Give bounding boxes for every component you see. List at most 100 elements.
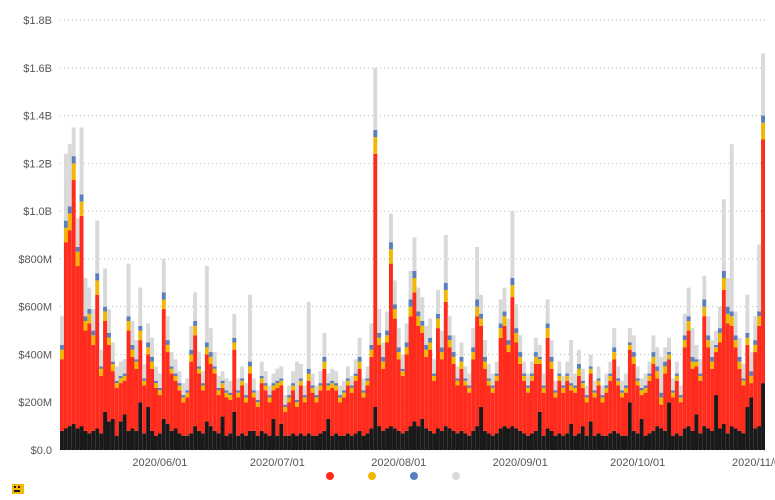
bar-segment bbox=[138, 340, 142, 402]
bar-segment bbox=[154, 436, 158, 450]
bar-segment bbox=[197, 374, 201, 431]
bar-segment bbox=[283, 436, 287, 450]
bar-segment bbox=[514, 304, 518, 328]
bar-segment bbox=[460, 431, 464, 450]
bar-segment bbox=[322, 431, 326, 450]
bar-segment bbox=[91, 345, 95, 431]
bar-segment bbox=[534, 364, 538, 431]
bar-segment bbox=[225, 436, 229, 450]
bar-segment bbox=[722, 199, 726, 271]
bar-segment bbox=[522, 362, 526, 374]
y-axis-label: $800M bbox=[18, 254, 52, 266]
bar-segment bbox=[695, 414, 699, 450]
bar-segment bbox=[283, 412, 287, 436]
bar-segment bbox=[385, 343, 389, 429]
bar-segment bbox=[604, 388, 608, 393]
bar-segment bbox=[103, 412, 107, 450]
bar-segment bbox=[150, 431, 154, 450]
bar-segment bbox=[456, 378, 460, 380]
bar-segment bbox=[648, 376, 652, 381]
bar-segment bbox=[471, 359, 475, 431]
bar-segment bbox=[542, 393, 546, 436]
bar-segment bbox=[432, 376, 436, 381]
bar-segment bbox=[193, 335, 197, 426]
bar-segment bbox=[162, 309, 166, 419]
bar-segment bbox=[197, 369, 201, 374]
bar-segment bbox=[581, 426, 585, 450]
bar-segment bbox=[307, 433, 311, 450]
bar-segment bbox=[354, 381, 358, 434]
bar-segment bbox=[526, 388, 530, 393]
bar-segment bbox=[569, 383, 573, 385]
bar-segment bbox=[675, 381, 679, 434]
bar-segment bbox=[542, 388, 546, 393]
bar-segment bbox=[256, 436, 260, 450]
bar-segment bbox=[127, 331, 131, 431]
bar-segment bbox=[64, 228, 68, 242]
bar-segment bbox=[749, 383, 753, 397]
bar-segment bbox=[373, 407, 377, 450]
bar-segment bbox=[268, 386, 272, 396]
bar-segment bbox=[514, 328, 518, 333]
bar-segment bbox=[620, 393, 624, 398]
bar-segment bbox=[248, 295, 252, 362]
bar-segment bbox=[72, 180, 76, 424]
bar-segment bbox=[608, 374, 612, 376]
bar-segment bbox=[385, 311, 389, 330]
bar-segment bbox=[432, 374, 436, 376]
bar-segment bbox=[463, 366, 467, 378]
bar-segment bbox=[127, 431, 131, 450]
bar-segment bbox=[663, 347, 667, 361]
bar-segment bbox=[181, 383, 185, 395]
bar-segment bbox=[228, 433, 232, 450]
bar-segment bbox=[460, 369, 464, 431]
bar-segment bbox=[95, 273, 99, 280]
bar-segment bbox=[510, 297, 514, 426]
bar-segment bbox=[131, 345, 135, 350]
bar-segment bbox=[702, 426, 706, 450]
bar-segment bbox=[87, 323, 91, 433]
bar-segment bbox=[428, 350, 432, 431]
bar-segment bbox=[178, 390, 182, 433]
bar-segment bbox=[593, 390, 597, 392]
bar-segment bbox=[550, 369, 554, 431]
bar-segment bbox=[80, 128, 84, 195]
bar-segment bbox=[679, 436, 683, 450]
bar-segment bbox=[565, 381, 569, 434]
bar-segment bbox=[377, 338, 381, 345]
bar-segment bbox=[303, 402, 307, 435]
bar-segment bbox=[123, 359, 127, 373]
bar-segment bbox=[111, 371, 115, 419]
bar-segment bbox=[636, 366, 640, 378]
bar-segment bbox=[679, 402, 683, 435]
bar-segment bbox=[127, 316, 131, 321]
bar-segment bbox=[526, 386, 530, 388]
bar-segment bbox=[667, 338, 671, 352]
bar-segment bbox=[397, 347, 401, 352]
bar-segment bbox=[734, 311, 738, 335]
bar-segment bbox=[240, 366, 244, 378]
bar-segment bbox=[197, 352, 201, 366]
bar-segment bbox=[467, 393, 471, 436]
bar-segment bbox=[440, 352, 444, 359]
bar-segment bbox=[397, 328, 401, 347]
bar-segment bbox=[142, 364, 146, 378]
bar-segment bbox=[675, 376, 679, 381]
bar-segment bbox=[761, 116, 765, 123]
bar-segment bbox=[687, 288, 691, 317]
bar-segment bbox=[514, 333, 518, 343]
bar-segment bbox=[550, 362, 554, 369]
bar-segment bbox=[264, 433, 268, 450]
bar-segment bbox=[91, 331, 95, 336]
bar-segment bbox=[134, 362, 138, 369]
bar-segment bbox=[115, 381, 119, 383]
bar-segment bbox=[76, 247, 80, 252]
bar-segment bbox=[119, 378, 123, 383]
bar-segment bbox=[518, 357, 522, 364]
bar-segment bbox=[103, 307, 107, 312]
bar-segment bbox=[495, 374, 499, 376]
bar-segment bbox=[491, 386, 495, 388]
y-axis-label: $400M bbox=[18, 349, 52, 361]
bar-segment bbox=[542, 386, 546, 388]
bar-segment bbox=[154, 381, 158, 383]
